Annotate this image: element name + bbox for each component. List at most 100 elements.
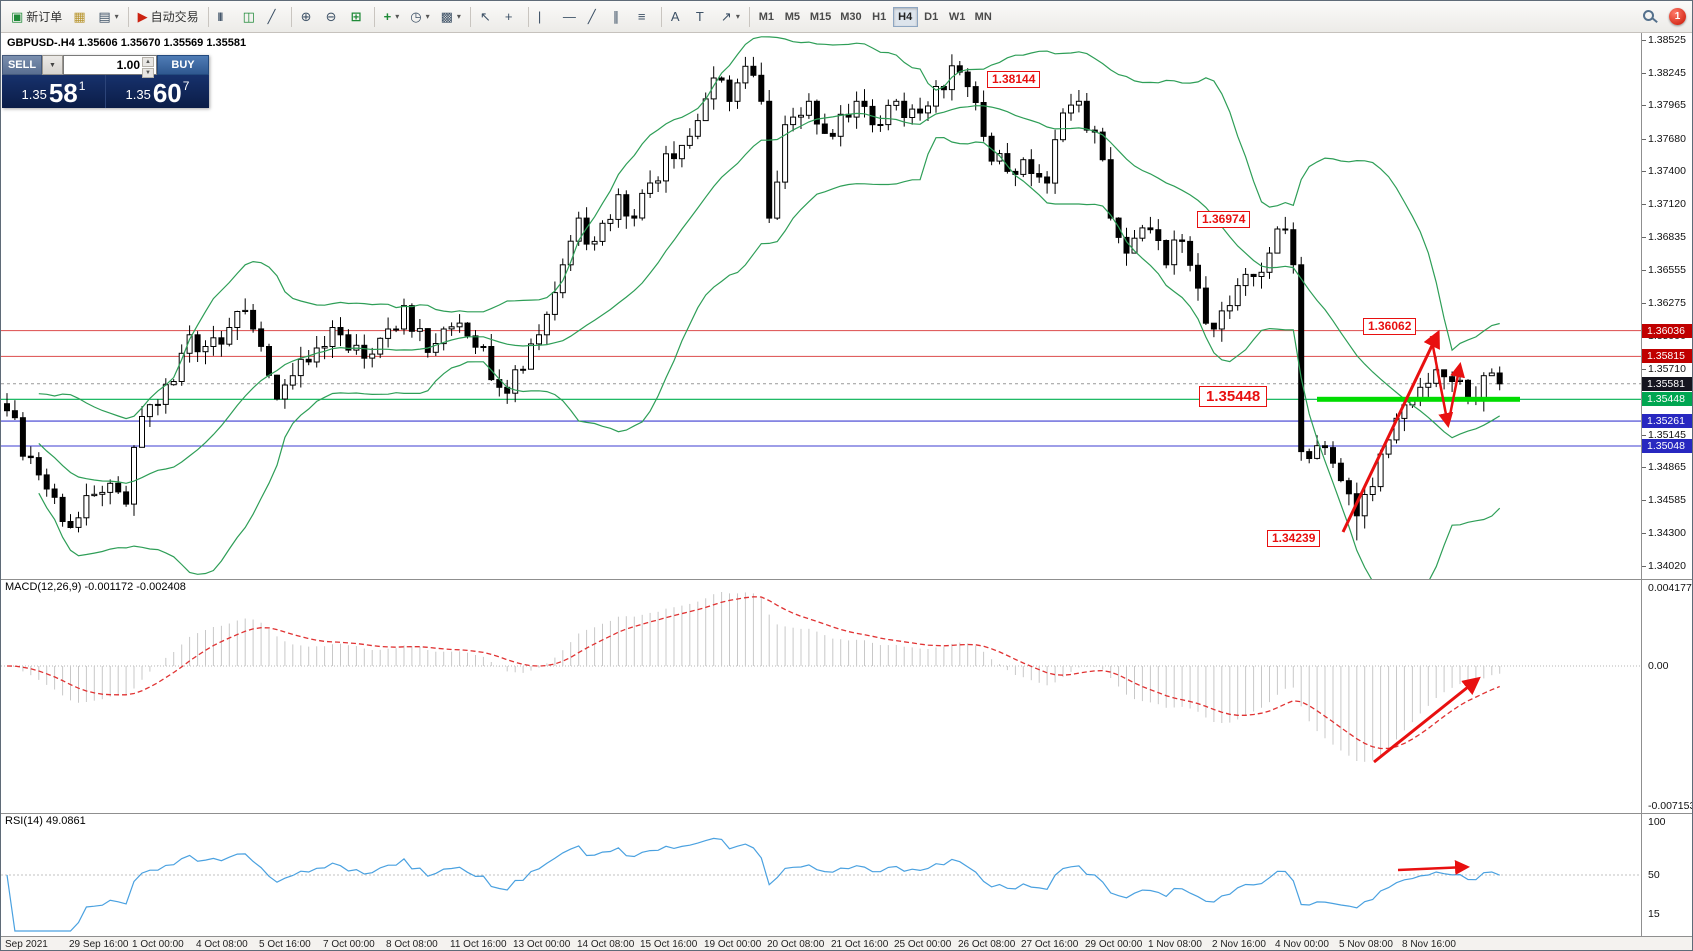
search-icon[interactable] — [1643, 10, 1654, 21]
new-chart-button[interactable]: ▦ — [68, 5, 92, 29]
toolbar-separator — [469, 6, 471, 27]
timeframe-h1[interactable]: H1 — [867, 7, 892, 27]
time-axis-label: 1 Nov 08:00 — [1148, 939, 1202, 950]
toolbar-separator — [660, 6, 662, 27]
periods-button[interactable]: ◷ ▾ — [405, 5, 434, 29]
macd-axis-label: 0.00 — [1648, 660, 1669, 672]
profiles-button[interactable]: ▤ ▾ — [93, 5, 123, 29]
sell-price-display[interactable]: 1.35 58 1 — [2, 75, 106, 108]
buy-button[interactable]: BUY — [157, 55, 209, 75]
price-axis[interactable]: 1.38525 1.38245 1.37965 1.37680 1.37400 1.371… — [1641, 33, 1692, 936]
fibonacci-button[interactable]: ≡ — [633, 5, 657, 29]
indicators-button[interactable]: + ▾ — [379, 5, 405, 29]
candlestick-chart-button[interactable]: ◫ — [238, 5, 262, 29]
time-axis-label: 5 Nov 08:00 — [1339, 939, 1393, 950]
price-annotation[interactable]: 1.38144 — [987, 71, 1041, 88]
price-axis-tick — [1642, 105, 1646, 106]
periods-clock-icon: ◷ — [410, 9, 422, 24]
sell-price-big: 58 — [48, 78, 78, 108]
volume-up-button[interactable]: ▲ — [142, 57, 154, 67]
new-order-button[interactable]: ▣ 新订单 — [6, 5, 67, 29]
price-axis-tick — [1642, 139, 1646, 140]
crosshair-button[interactable]: + — [500, 5, 524, 29]
bar-chart-icon: ||| — [217, 11, 223, 21]
price-axis-label: 1.36835 — [1648, 231, 1686, 243]
bar-chart-button[interactable]: ||| — [213, 5, 237, 29]
price-axis-label: 1.34020 — [1648, 560, 1686, 572]
text-tool-icon: A — [670, 9, 680, 24]
timeframe-m30[interactable]: M30 — [836, 7, 865, 27]
price-axis-label: 1.36555 — [1648, 264, 1686, 276]
arrows-tool-button[interactable]: ↗ ▾ — [716, 5, 745, 29]
macd-header: MACD(12,26,9) -0.001172 -0.002408 — [5, 581, 186, 593]
notification-badge[interactable]: 1 — [1669, 8, 1686, 25]
price-axis-tick — [1642, 500, 1646, 501]
timeframe-mn[interactable]: MN — [971, 7, 996, 27]
time-axis-label: 11 Oct 16:00 — [450, 939, 507, 950]
current-price-badge: 1.35581 — [1642, 377, 1692, 391]
timeframe-m1[interactable]: M1 — [754, 7, 779, 27]
timeframe-h4[interactable]: H4 — [892, 6, 918, 27]
price-axis-label: 1.35710 — [1648, 363, 1686, 375]
price-annotation[interactable]: 1.34239 — [1267, 530, 1321, 547]
vertical-line-button[interactable]: | — [533, 5, 557, 29]
dropdown-icon: ▾ — [735, 12, 740, 21]
dropdown-icon: ▾ — [114, 12, 119, 21]
buy-price-display[interactable]: 1.35 60 7 — [106, 75, 209, 108]
macd-panel[interactable]: MACD(12,26,9) -0.001172 -0.002408 — [1, 580, 1641, 813]
candlestick-chart[interactable] — [1, 33, 1641, 579]
sell-button[interactable]: SELL — [2, 55, 42, 75]
trendline-button[interactable]: ╱ — [583, 5, 607, 29]
time-axis-label: 1 Oct 00:00 — [132, 939, 184, 950]
line-chart-button[interactable]: ╱ — [263, 5, 287, 29]
price-axis-label: 1.35145 — [1648, 429, 1686, 441]
price-axis-tick — [1642, 369, 1646, 370]
fibonacci-icon: ≡ — [637, 9, 646, 24]
zoom-out-button[interactable]: ⊖ — [321, 5, 345, 29]
timeframe-m5[interactable]: M5 — [780, 7, 805, 27]
buy-price-sup: 7 — [182, 79, 190, 93]
dropdown-icon: ▾ — [425, 12, 430, 21]
tile-windows-icon: ⊞ — [350, 9, 362, 24]
price-axis-label: 1.37120 — [1648, 198, 1686, 210]
time-axis-label: 5 Oct 16:00 — [259, 939, 311, 950]
timeframe-m15[interactable]: M15 — [806, 7, 835, 27]
panel-separator[interactable] — [1, 813, 1692, 814]
rsi-panel[interactable]: RSI(14) 49.0861 — [1, 814, 1641, 935]
zoom-in-button[interactable]: ⊕ — [296, 5, 320, 29]
auto-trading-button[interactable]: ▶ 自动交易 — [133, 5, 204, 29]
price-axis-label: 1.38245 — [1648, 67, 1686, 79]
toolbar-separator — [207, 6, 209, 27]
channel-button[interactable]: ∥ — [608, 5, 632, 29]
time-axis[interactable]: Sep 2021 29 Sep 16:00 1 Oct 00:00 4 Oct 08:… — [1, 936, 1692, 950]
timeframe-d1[interactable]: D1 — [919, 7, 944, 27]
macd-values: -0.001172 -0.002408 — [84, 581, 186, 593]
tile-windows-button[interactable]: ⊞ — [346, 5, 370, 29]
text-label-button[interactable]: T — [691, 5, 715, 29]
panel-separator[interactable] — [1, 579, 1692, 580]
main-chart-panel[interactable]: GBPUSD-.H4 1.35606 1.35670 1.35569 1.355… — [1, 33, 1641, 579]
price-annotation[interactable]: 1.36062 — [1363, 318, 1417, 335]
price-axis-label: 1.37965 — [1648, 99, 1686, 111]
rsi-axis-label: 15 — [1648, 908, 1660, 920]
rsi-header: RSI(14) 49.0861 — [5, 815, 86, 827]
templates-button[interactable]: ▩ ▾ — [436, 5, 466, 29]
rsi-chart[interactable] — [1, 814, 1641, 935]
price-annotation[interactable]: 1.35448 — [1199, 386, 1268, 407]
order-type-dropdown[interactable]: ▼ — [42, 55, 63, 75]
price-level-badge: 1.35048 — [1642, 439, 1692, 453]
cursor-button[interactable]: ↖ — [475, 5, 499, 29]
volume-input[interactable]: 1.00 ▲ ▼ — [63, 55, 157, 78]
text-tool-button[interactable]: A — [666, 5, 690, 29]
horizontal-line-button[interactable]: — — [558, 5, 582, 29]
price-axis-label: 1.38525 — [1648, 34, 1686, 46]
rsi-axis-label: 100 — [1648, 816, 1666, 828]
volume-down-button[interactable]: ▼ — [142, 68, 154, 78]
price-level-badge: 1.35261 — [1642, 414, 1692, 428]
macd-chart[interactable] — [1, 580, 1641, 813]
price-annotation[interactable]: 1.36974 — [1197, 211, 1251, 228]
arrows-tool-icon: ↗ — [720, 9, 732, 24]
time-axis-label: 26 Oct 08:00 — [958, 939, 1016, 950]
timeframe-w1[interactable]: W1 — [945, 7, 970, 27]
